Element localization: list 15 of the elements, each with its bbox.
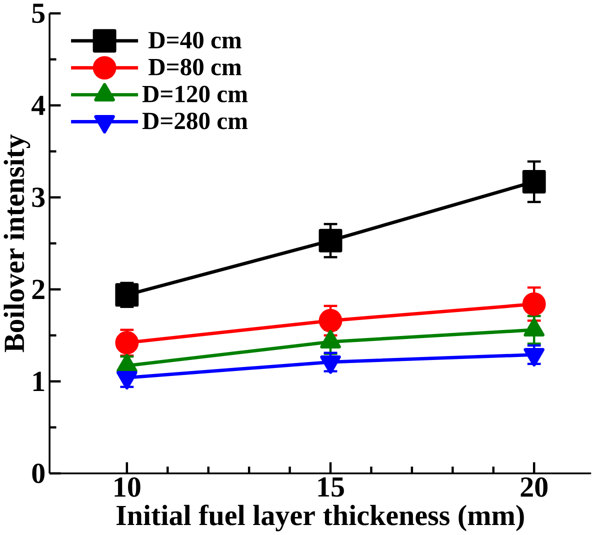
x-tick-label: 10: [114, 477, 140, 497]
y-tick-label: 4: [32, 96, 46, 115]
y-tick-label: 0: [32, 464, 45, 484]
x-tick-label: 15: [318, 477, 344, 497]
x-axis-title: Initial fuel layer thickeness (mm): [116, 504, 524, 532]
y-tick-label: 3: [32, 188, 45, 208]
y-tick-label: 2: [32, 280, 44, 299]
y-axis-title: Boilover intensity: [4, 134, 30, 352]
y-tick-label: 5: [32, 4, 45, 24]
legend-label: D=120 cm: [142, 86, 248, 102]
y-tick-label: 1: [33, 372, 44, 391]
legend-label: D=280 cm: [142, 112, 248, 130]
legend-label: D=40 cm: [148, 32, 242, 48]
legend-label: D=80 cm: [148, 58, 242, 76]
x-tick-label: 20: [520, 477, 548, 497]
